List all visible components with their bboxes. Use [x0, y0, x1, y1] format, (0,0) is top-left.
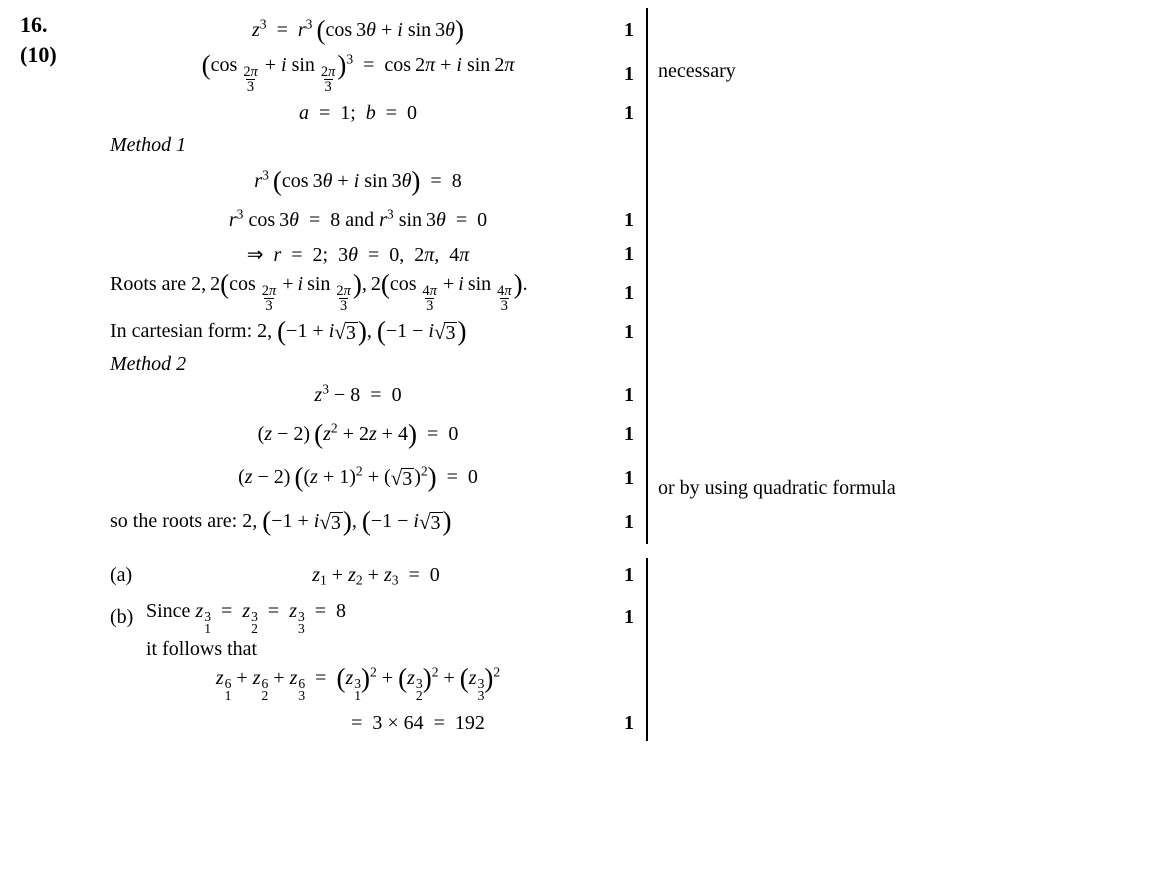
section-1-notes: necessary or by using quadratic formula [648, 8, 1132, 544]
math: z61 + z62 + z63 = (z31)2 + (z32)2 + (z33… [110, 667, 606, 703]
section-2: (a) z1 + z2 + z3 = 0 1 (b) Since z31 = z… [110, 558, 1132, 741]
eq-row: r3 cos 3θ = 8 and r3 sin 3θ = 0 1 [110, 203, 634, 237]
since-text: Since [146, 600, 195, 622]
mark: 1 [606, 282, 634, 305]
section-2-main: (a) z1 + z2 + z3 = 0 1 (b) Since z31 = z… [110, 558, 648, 741]
eq-row: a = 1; b = 0 1 [110, 96, 634, 130]
it-follows-text: it follows that [110, 636, 634, 663]
section-2-notes [648, 558, 1132, 741]
method-1-label: Method 1 [110, 130, 634, 159]
cartesian-prefix: In cartesian form: [110, 320, 257, 342]
mark: 1 [606, 63, 634, 86]
eq-row: (z − 2) (z2 + 2z + 4) = 0 1 [110, 412, 634, 456]
spacer [658, 8, 1132, 60]
part-b-label: (b) [110, 606, 146, 629]
eq-row: (cos 2π3 + i sin 2π3)3 = cos 2π + i sin … [110, 52, 634, 96]
section-1: z3 = r3 (cos 3θ + i sin 3θ) 1 (cos 2π3 +… [110, 8, 1132, 544]
marking-scheme-page: 16. (10) z3 = r3 (cos 3θ + i sin 3θ) 1 (… [20, 8, 1132, 741]
math: (z − 2) ((z + 1)2 + (√3)2) = 0 [110, 466, 606, 490]
method-2-label: Method 2 [110, 349, 634, 378]
mark: 1 [606, 564, 634, 587]
note-necessary: necessary [658, 60, 1132, 83]
section-1-main: z3 = r3 (cos 3θ + i sin 3θ) 1 (cos 2π3 +… [110, 8, 648, 544]
eq-row: ⇒ r = 2; 3θ = 0, 2π, 4π 1 [110, 237, 634, 271]
eq-row: z3 − 8 = 0 1 [110, 378, 634, 412]
mark: 1 [606, 712, 634, 735]
content-column: z3 = r3 (cos 3θ + i sin 3θ) 1 (cos 2π3 +… [110, 8, 1132, 741]
question-total-marks: (10) [20, 40, 110, 70]
and-text: and [340, 209, 379, 231]
mark: 1 [606, 511, 634, 534]
eq-row: Roots are 2, 2(cos 2π3 + i sin 2π3), 2(c… [110, 271, 634, 315]
math: r3 cos 3θ = 8 and r3 sin 3θ = 0 [110, 209, 606, 232]
math: In cartesian form: 2, (−1 + i√3), (−1 − … [110, 320, 606, 344]
mark: 1 [606, 606, 634, 629]
math: z3 = r3 (cos 3θ + i sin 3θ) [110, 19, 606, 42]
spacer [110, 592, 634, 600]
math: z3 − 8 = 0 [110, 384, 606, 407]
mark: 1 [606, 467, 634, 490]
part-a-row: (a) z1 + z2 + z3 = 0 1 [110, 558, 634, 592]
mark: 1 [606, 102, 634, 125]
part-b-row-expand: z61 + z62 + z63 = (z31)2 + (z32)2 + (z33… [110, 663, 634, 707]
question-number-block: 16. (10) [20, 8, 110, 741]
spacer [658, 393, 1132, 477]
eq-row: r3 (cos 3θ + i sin 3θ) = 8 [110, 159, 634, 203]
math: = 3 × 64 = 192 [110, 712, 606, 735]
math: z1 + z2 + z3 = 0 [146, 564, 606, 587]
spacer [658, 500, 1132, 544]
section-gap [110, 544, 1132, 558]
mark: 1 [606, 321, 634, 344]
math: a = 1; b = 0 [110, 102, 606, 125]
math: r3 (cos 3θ + i sin 3θ) = 8 [110, 170, 606, 193]
mark: 1 [606, 243, 634, 266]
spacer [658, 83, 1132, 393]
mark: 1 [606, 384, 634, 407]
part-b-row-result: = 3 × 64 = 192 1 [110, 707, 634, 741]
note-quadratic: or by using quadratic formula [658, 477, 1132, 500]
eq-row: so the roots are: 2, (−1 + i√3), (−1 − i… [110, 500, 634, 544]
part-a-label: (a) [110, 564, 146, 587]
math: so the roots are: 2, (−1 + i√3), (−1 − i… [110, 510, 606, 534]
question-number: 16. [20, 10, 110, 40]
math: (cos 2π3 + i sin 2π3)3 = cos 2π + i sin … [110, 54, 606, 95]
math: (z − 2) (z2 + 2z + 4) = 0 [110, 423, 606, 446]
eq-row: (z − 2) ((z + 1)2 + (√3)2) = 0 1 [110, 456, 634, 500]
eq-row: In cartesian form: 2, (−1 + i√3), (−1 − … [110, 315, 634, 349]
eq-row: z3 = r3 (cos 3θ + i sin 3θ) 1 [110, 8, 634, 52]
math: Since z31 = z32 = z33 = 8 [146, 600, 606, 636]
mark: 1 [606, 423, 634, 446]
part-b-row-since: (b) Since z31 = z32 = z33 = 8 1 [110, 600, 634, 636]
math: ⇒ r = 2; 3θ = 0, 2π, 4π [110, 242, 606, 267]
math: Roots are 2, 2(cos 2π3 + i sin 2π3), 2(c… [110, 273, 606, 314]
mark: 1 [606, 209, 634, 232]
roots-prefix: Roots are [110, 273, 191, 295]
so-roots-prefix: so the roots are: [110, 510, 242, 532]
mark: 1 [606, 19, 634, 42]
